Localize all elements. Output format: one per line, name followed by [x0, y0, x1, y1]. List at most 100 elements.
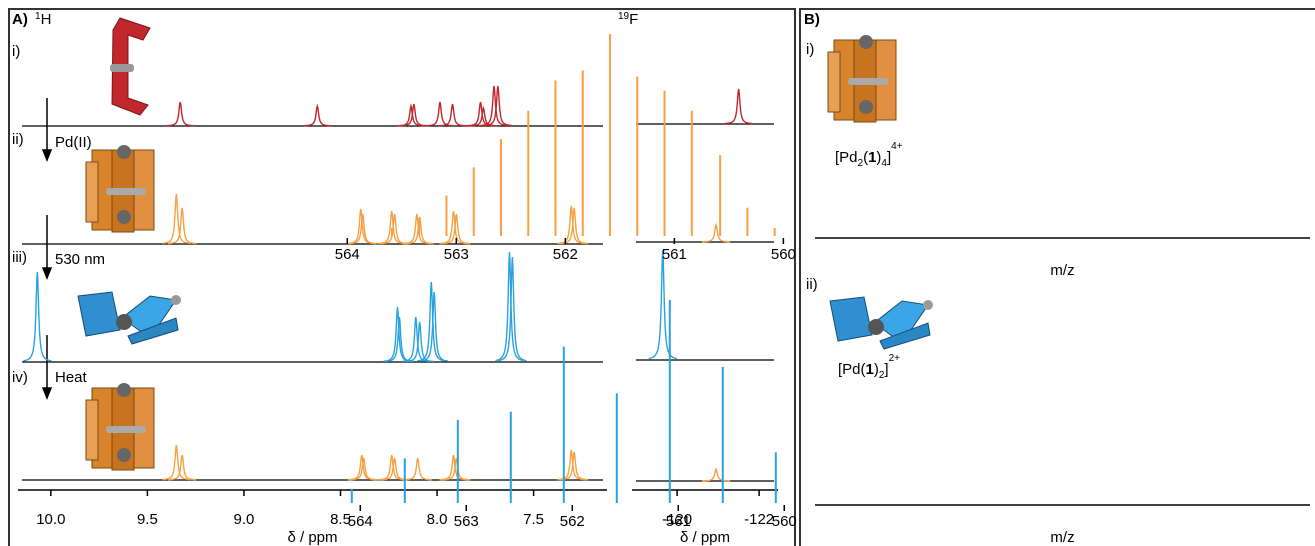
peak — [442, 213, 471, 245]
nucleus-mass: 1 — [35, 11, 41, 22]
peak — [668, 300, 671, 503]
peak — [483, 85, 512, 127]
peak — [562, 346, 565, 503]
peak — [469, 105, 498, 127]
peak — [363, 233, 366, 236]
trace-label: iv) — [12, 369, 28, 386]
formula-part: 1 — [868, 149, 876, 166]
x-axis-label: m/z — [1050, 529, 1074, 546]
peak — [401, 316, 430, 363]
peak — [609, 34, 612, 236]
peak — [438, 103, 467, 127]
x-tick-label: 10.0 — [36, 511, 65, 528]
x-tick-label: 9.0 — [234, 511, 255, 528]
peak — [495, 251, 524, 362]
formula-part: 4+ — [891, 141, 903, 152]
peak — [690, 110, 693, 236]
formula-part: 1 — [866, 361, 874, 378]
formula-part: ] — [884, 361, 888, 378]
formula-part: 4 — [881, 158, 887, 169]
ligand-icon — [110, 17, 151, 116]
peak — [162, 444, 191, 481]
peak — [636, 76, 639, 236]
peak — [560, 207, 589, 245]
peak — [719, 155, 722, 236]
peak — [702, 467, 731, 482]
annotation: Pd(II) — [55, 134, 92, 151]
formula-part: 2 — [879, 370, 885, 381]
peak — [663, 90, 666, 236]
peak — [303, 103, 332, 127]
peak — [456, 419, 459, 503]
x-tick-label: 8.0 — [427, 511, 448, 528]
peak — [168, 454, 197, 481]
formula-part: ] — [887, 149, 891, 166]
formula-part: ) — [874, 361, 879, 378]
peak — [405, 216, 434, 245]
x-tick-label: 560 — [771, 246, 796, 263]
peak — [442, 457, 471, 481]
trace-label: i) — [806, 41, 814, 58]
annotation: Heat — [55, 369, 88, 386]
x-axis-label: δ / ppm — [680, 529, 730, 546]
peak — [420, 291, 449, 362]
formula-part: [Pd( — [838, 361, 866, 378]
nucleus: 1H — [35, 11, 51, 28]
peak — [554, 80, 557, 237]
peak — [425, 101, 454, 127]
peak — [527, 110, 530, 236]
peak — [403, 458, 406, 503]
formula-part: [Pd — [835, 149, 858, 166]
x-tick-label: 561 — [666, 513, 691, 530]
peak — [721, 366, 724, 503]
formula-part: 2 — [858, 158, 864, 169]
peak — [166, 101, 195, 127]
x-tick-label: -120 — [662, 511, 692, 528]
peak — [417, 281, 446, 362]
panel-b-frame — [799, 8, 1315, 546]
arrows — [41, 98, 53, 401]
x-axis-label: m/z — [1050, 262, 1074, 279]
peak — [350, 488, 353, 503]
x-tick-label: 561 — [662, 246, 687, 263]
x-tick-label: 564 — [335, 246, 360, 263]
trace-label: i) — [12, 43, 20, 60]
peak — [418, 217, 421, 236]
panel-a-frame — [8, 8, 796, 546]
peak — [499, 139, 502, 236]
x-tick-label: -122 — [744, 511, 774, 528]
peak — [472, 167, 475, 236]
formula-part: ) — [876, 149, 881, 166]
x-tick-label: 560 — [772, 513, 797, 530]
monomer-icon — [829, 296, 934, 350]
trace-label: ii) — [806, 276, 818, 293]
peak — [498, 256, 527, 362]
peak — [168, 207, 197, 245]
formula-part: 2+ — [889, 353, 901, 364]
peak — [560, 451, 589, 481]
peak — [581, 70, 584, 236]
cage-icon — [85, 145, 155, 233]
nucleus-element: F — [629, 11, 638, 28]
peak — [348, 213, 377, 245]
peak — [509, 411, 512, 503]
trace-label: iii) — [12, 249, 27, 266]
peak — [615, 393, 618, 503]
formula: [Pd2(1)4]4+ — [835, 141, 903, 169]
nucleus-mass: 19 — [618, 11, 630, 22]
nucleus-element: H — [41, 11, 52, 28]
formula-part: ( — [863, 149, 868, 166]
peak — [23, 271, 52, 362]
annotation: 530 nm — [55, 251, 105, 268]
peak — [390, 227, 393, 236]
monomer-icon — [77, 291, 181, 345]
cage-icon — [827, 34, 897, 123]
peak — [380, 213, 409, 245]
peak — [396, 103, 426, 127]
x-tick-label: 9.5 — [137, 511, 158, 528]
formula: [Pd(1)2]2+ — [838, 353, 900, 381]
x-tick-label: 563 — [454, 513, 479, 530]
peak — [403, 457, 432, 481]
peak — [648, 249, 677, 360]
